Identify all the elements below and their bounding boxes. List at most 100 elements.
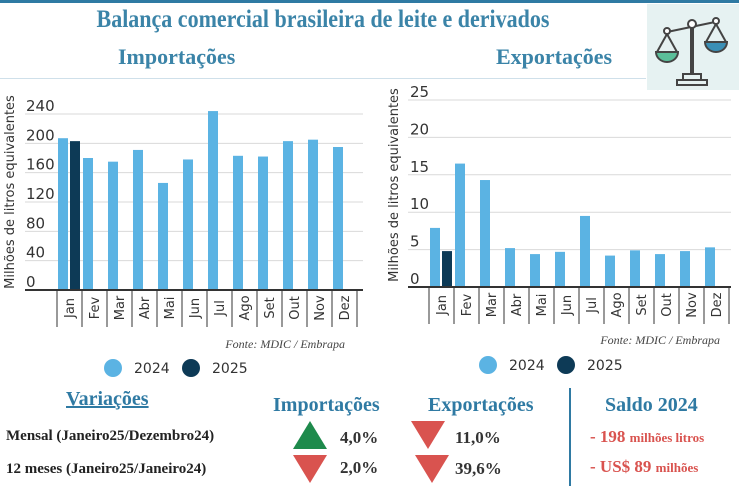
imports-bar-2024 (158, 182, 168, 290)
arrow-up-icon (293, 421, 327, 449)
exports-ytick-label: 25 (410, 83, 429, 101)
saldo-value: - US$ 89 milhões (590, 457, 698, 477)
exports-source: Fonte: MDIC / Embrapa (599, 333, 720, 347)
exports-ytick-label: 10 (410, 195, 429, 213)
imports-bar-2024 (208, 111, 218, 290)
arrow-down-icon (415, 455, 449, 483)
exports-ytick-label: 15 (410, 158, 429, 176)
exports-legend-label-2024: 2024 (509, 358, 545, 374)
exports-xtick-label: Fev (460, 293, 475, 316)
exports-bar-2024 (555, 251, 565, 287)
imports-ytick-label: 80 (26, 214, 45, 232)
exports-xtick-label: Abr (510, 293, 525, 316)
imports-bar-2024 (58, 138, 68, 290)
imports-xtick-label: Set (263, 297, 278, 318)
exports-bar-2024 (530, 254, 540, 287)
exports-bar-2024 (505, 248, 515, 287)
page-title: Balança comercial brasileira de leite e … (96, 6, 550, 33)
imports-ytick-label: 0 (26, 273, 36, 291)
imports-legend-label-2024: 2024 (134, 361, 170, 377)
exports-bar-2024 (705, 247, 715, 287)
imports-source: Fonte: MDIC / Embrapa (224, 337, 345, 351)
exports-ytick-label: 20 (410, 120, 429, 138)
imports-bar-2025 (70, 141, 80, 290)
imports-ytick-label: 40 (26, 244, 45, 262)
imports-ytick-label: 160 (26, 156, 55, 174)
exports-legend-label-2025: 2025 (587, 358, 623, 374)
imports-title: Importações (118, 44, 236, 69)
row-annual-label: 12 meses (Janeiro25/Janeiro24) (6, 461, 207, 477)
top-bar (0, 0, 739, 3)
imports-legend-label-2025: 2025 (212, 361, 248, 377)
imports-xtick-label: Nov (313, 295, 328, 321)
variations-imports-header: Importações (273, 394, 380, 416)
exports-bar-2024 (455, 163, 465, 287)
balance-scale-icon (647, 4, 739, 90)
imports-xtick-label: Abr (138, 296, 153, 319)
saldo-value-value: - US$ 89 (590, 457, 652, 476)
exports-xtick-label: Dez (710, 292, 725, 317)
imports-ylabel: Milhões de litros equivalentes (3, 95, 18, 289)
imports-ytick-label: 240 (26, 97, 55, 115)
imports-bar-2024 (333, 147, 343, 290)
exports-xtick-label: Set (635, 294, 650, 315)
imports-bar-2024 (233, 155, 243, 290)
exports-bar-2025 (442, 251, 452, 287)
annual-imports-pct: 2,0% (340, 458, 379, 477)
exports-bar-2024 (630, 250, 640, 287)
exports-ylabel: Milhões de litros equivalentes (387, 88, 402, 282)
exports-xtick-label: Ago (610, 292, 625, 317)
exports-ytick-label: 5 (410, 233, 420, 251)
imports-xtick-label: Jul (213, 300, 228, 317)
exports-bar-2024 (580, 215, 590, 287)
imports-xtick-label: Dez (338, 295, 353, 320)
imports-bar-2024 (308, 139, 318, 290)
exports-xtick-label: Jun (560, 295, 575, 316)
imports-xtick-label: Mai (163, 297, 178, 320)
header (0, 4, 646, 79)
imports-bar-2024 (258, 156, 268, 290)
imports-bar-2024 (283, 141, 293, 290)
variations-exports-header: Exportações (428, 394, 534, 416)
exports-xtick-label: Jul (585, 297, 600, 314)
saldo-volume: - 198 milhões litros (590, 427, 704, 447)
exports-bar-2024 (430, 227, 440, 287)
exports-bar-2024 (655, 254, 665, 287)
exports-legend-swatch-2024 (479, 356, 497, 374)
row-monthly-label: Mensal (Janeiro25/Dezembro24) (6, 428, 215, 444)
imports-legend-swatch-2025 (182, 359, 200, 377)
exports-bar-2024 (605, 255, 615, 287)
monthly-exports-pct: 11,0% (455, 428, 501, 447)
saldo-volume-value: - 198 (590, 427, 626, 446)
imports-xtick-label: Mar (113, 295, 128, 320)
imports-ytick-label: 120 (26, 185, 55, 203)
exports-xtick-label: Jan (435, 295, 450, 316)
divider (569, 388, 571, 486)
imports-xtick-label: Out (288, 296, 303, 320)
imports-bar-2024 (183, 159, 193, 290)
saldo-value-unit: milhões (655, 460, 699, 475)
exports-xtick-label: Nov (685, 292, 700, 318)
variations-title: Variações (66, 388, 149, 410)
exports-xtick-label: Mai (535, 294, 550, 317)
saldo-volume-unit: milhões litros (629, 430, 705, 445)
arrow-down-icon (293, 455, 327, 483)
imports-bar-2024 (133, 149, 143, 290)
arrow-down-icon (411, 421, 445, 449)
imports-bar-2024 (108, 161, 118, 290)
monthly-imports-pct: 4,0% (340, 428, 379, 447)
imports-xtick-label: Ago (238, 295, 253, 320)
exports-bar-2024 (680, 251, 690, 287)
exports-xtick-label: Mar (485, 292, 500, 317)
saldo-title: Saldo 2024 (605, 394, 698, 416)
imports-xtick-label: Jan (63, 298, 78, 319)
imports-xtick-label: Fev (88, 296, 103, 319)
exports-legend-swatch-2025 (557, 356, 575, 374)
imports-xtick-label: Jun (188, 298, 203, 319)
exports-ytick-label: 0 (410, 270, 420, 288)
imports-bar-2024 (83, 158, 93, 290)
imports-legend-swatch-2024 (104, 359, 122, 377)
exports-bar-2024 (480, 180, 490, 287)
